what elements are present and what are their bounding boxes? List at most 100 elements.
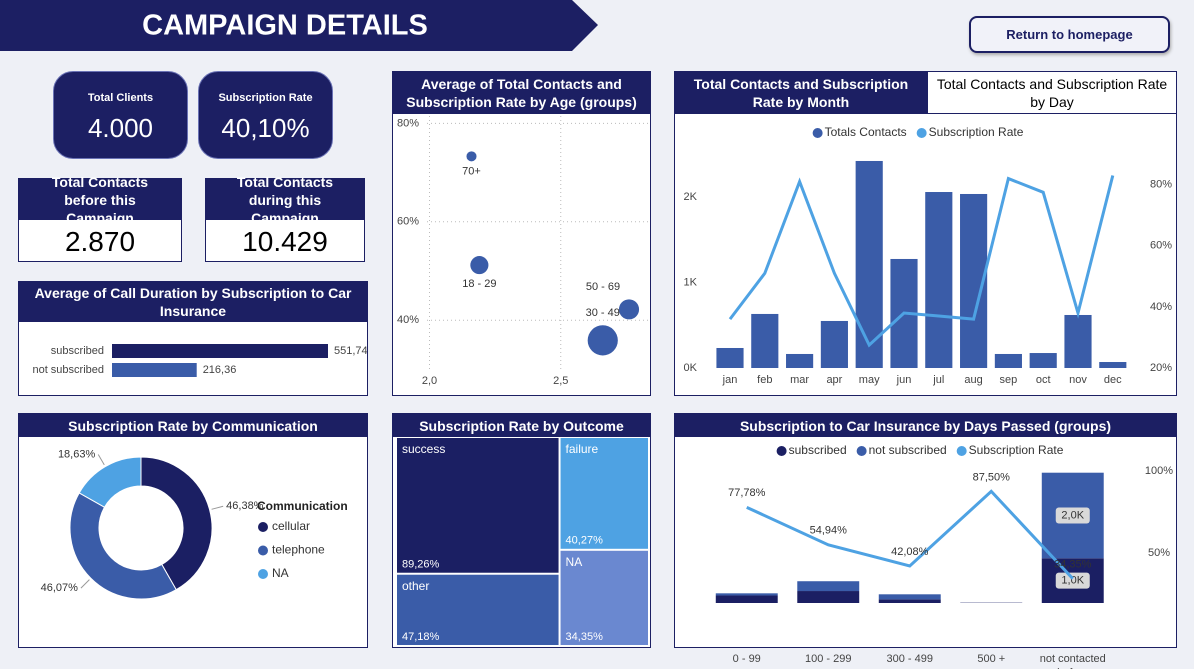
bar xyxy=(878,594,941,600)
value-label: 54,94% xyxy=(810,525,848,537)
tile-value: 34,35% xyxy=(566,631,604,643)
kpi-card: Total Clients 4.000 xyxy=(53,71,188,159)
panel-title: Subscription to Car Insurance by Days Pa… xyxy=(675,414,1176,437)
kpi-label: Total Clients xyxy=(87,92,154,104)
legend-title: Communication xyxy=(257,499,348,513)
kpi-label: Total Contacts before this Campaign xyxy=(19,174,181,226)
category-label: not contacted before xyxy=(1039,653,1106,669)
slice xyxy=(140,456,213,591)
category-label: subscribed xyxy=(51,345,104,357)
y-tick-label: 2K xyxy=(684,191,698,203)
legend-marker xyxy=(812,128,823,138)
legend-marker xyxy=(258,545,268,556)
category-label: not subscribed xyxy=(32,364,104,376)
category-label: dec xyxy=(1104,374,1122,386)
value-label: 2,0K xyxy=(1061,509,1084,521)
y2-tick-label: 40% xyxy=(1150,301,1172,313)
bar xyxy=(797,581,860,592)
tile-value: 40,27% xyxy=(566,535,604,547)
value-label: 216,36 xyxy=(203,364,237,376)
legend-label: cellular xyxy=(272,519,310,533)
legend-marker xyxy=(856,446,867,456)
y2-tick-label: 100% xyxy=(1145,465,1173,477)
bar xyxy=(716,347,744,368)
leader-line xyxy=(211,505,224,510)
panel: Subscription Rate by Communication 46,38… xyxy=(18,413,368,648)
bar xyxy=(1029,353,1057,368)
tile xyxy=(560,550,648,645)
legend-marker xyxy=(258,569,268,579)
chart: success 89,26% other 47,18% failure 40,27% NA 3… xyxy=(397,438,648,645)
kpi-value: 40,10% xyxy=(221,113,310,143)
category-label: 500 + xyxy=(977,653,1006,665)
kpi-card: Total Contacts during this Campaign 10.4… xyxy=(205,174,365,262)
panel: Subscription to Car Insurance by Days Pa… xyxy=(674,413,1177,669)
bar xyxy=(786,353,814,368)
y-tick-label: 0K xyxy=(684,362,698,374)
category-label: jul xyxy=(932,374,944,386)
bar xyxy=(797,591,860,603)
category-label: 300 - 499 xyxy=(886,653,933,665)
legend-marker xyxy=(916,128,927,138)
category-label: jan xyxy=(722,374,738,386)
tab[interactable]: Total Contacts and Subscription Rate by … xyxy=(927,72,1176,114)
bar xyxy=(112,344,328,358)
value-label: 87,50% xyxy=(973,471,1011,483)
point xyxy=(618,299,640,320)
chart: 46,38% 46,07% 18,63% Communication cellular t… xyxy=(41,448,348,600)
y2-tick-label: 80% xyxy=(1150,179,1172,191)
panel-title: Average of Call Duration by Subscription… xyxy=(19,282,367,322)
point xyxy=(466,151,477,162)
category-label: apr xyxy=(826,374,842,386)
value-label: 551,74 xyxy=(334,345,367,357)
leader-line xyxy=(80,579,90,589)
bar xyxy=(751,313,779,368)
chart: Totals Contacts Subscription Rate 0K 1K 2K 20… xyxy=(684,125,1173,386)
panel: Subscription Rate by Outcome success 89,2… xyxy=(392,413,651,648)
panel-title: Average of Total Contacts and Subscripti… xyxy=(393,72,650,114)
chart: 2,0 2,5 40% 60% 80% 70+ 18 - 29 50 - 69 30 - 49 xyxy=(397,116,650,387)
legend-marker xyxy=(258,522,268,532)
bar xyxy=(855,160,883,368)
category-label: mar xyxy=(790,374,809,386)
tile-label: other xyxy=(402,579,429,593)
tile-label: success xyxy=(402,442,445,456)
panel: Average of Total Contacts and Subscripti… xyxy=(392,71,651,396)
kpi-card: Subscription Rate 40,10% xyxy=(198,71,333,159)
bar xyxy=(820,320,848,368)
tab-active[interactable]: Total Contacts and Subscription Rate by … xyxy=(675,72,927,114)
category-label: aug xyxy=(964,374,982,386)
line xyxy=(728,175,1115,348)
legend-label: Subscription Rate xyxy=(929,125,1024,139)
value-label: 18,63% xyxy=(58,448,96,460)
panel-title: Subscription Rate by Communication xyxy=(19,414,367,437)
legend-label: Subscription Rate xyxy=(969,443,1064,457)
point-label: 30 - 49 xyxy=(586,307,620,319)
legend-label: Totals Contacts xyxy=(825,125,907,139)
tile xyxy=(397,438,559,573)
banner-shape xyxy=(0,0,598,51)
legend-label: not subscribed xyxy=(869,443,947,457)
point-label: 18 - 29 xyxy=(462,278,496,290)
bar xyxy=(1099,362,1127,368)
chart: subscribed not subscribed Subscription Rat… xyxy=(715,443,1173,603)
bar xyxy=(715,595,778,603)
legend-label: subscribed xyxy=(789,443,847,457)
category-label: feb xyxy=(757,374,772,386)
kpi-card: Total Contacts before this Campaign 2.87… xyxy=(18,174,182,262)
value-label: 77,78% xyxy=(728,487,766,499)
tile xyxy=(560,438,648,549)
panel: Average of Call Duration by Subscription… xyxy=(18,281,368,396)
panel: Total Contacts and Subscription Rate by … xyxy=(674,71,1177,396)
homepage-button[interactable]: Return to homepage xyxy=(969,16,1170,53)
label-box xyxy=(1055,572,1090,589)
value-label: 34,35% xyxy=(1054,559,1092,571)
value-label: 46,07% xyxy=(41,582,79,594)
tile-label: NA xyxy=(566,555,583,569)
y-tick-label: 80% xyxy=(397,117,419,129)
legend: subscribed not subscribed Subscription Rat… xyxy=(776,443,1064,457)
point-label: 50 - 69 xyxy=(586,281,620,293)
legend-label: NA xyxy=(272,566,289,580)
category-label: 100 - 299 xyxy=(805,653,852,665)
